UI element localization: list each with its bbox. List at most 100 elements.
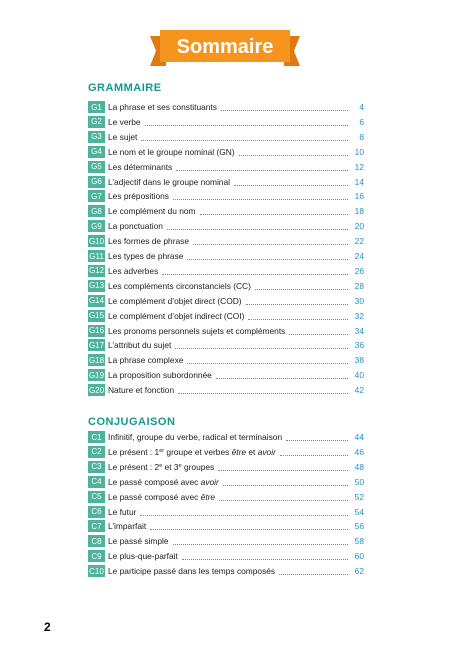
page-ref: 46 xyxy=(354,446,364,457)
leader-dots xyxy=(141,133,348,141)
page-ref: 58 xyxy=(354,536,364,547)
toc-entry: C3 Le présent : 2e et 3e groupes 48 xyxy=(88,460,364,473)
toc-entry: G1 La phrase et ses constituants 4 xyxy=(88,101,364,113)
page-ref: 18 xyxy=(354,206,364,217)
entry-title: Le participe passé dans les temps compos… xyxy=(108,566,276,577)
entry-title: Nature et fonction xyxy=(108,385,175,396)
page-ref: 48 xyxy=(354,461,364,472)
toc-entry: G12 Les adverbes 26 xyxy=(88,264,364,277)
title-part: groupe et verbes xyxy=(164,446,232,457)
code-badge: G9 xyxy=(88,220,105,233)
toc-entry: G13 Les compléments circonstanciels (CC) 2… xyxy=(88,279,364,292)
code-badge: G11 xyxy=(88,250,105,262)
entry-title: La proposition subordonnée xyxy=(108,370,212,381)
entry-title: Le passé simple xyxy=(108,536,169,547)
entry-title: La phrase complexe xyxy=(108,355,184,366)
leader-dots xyxy=(238,148,348,156)
code-badge: G10 xyxy=(88,235,105,248)
leader-dots xyxy=(279,448,348,456)
code-badge: G13 xyxy=(88,279,105,292)
code-badge: C10 xyxy=(88,565,105,578)
code-badge: C6 xyxy=(88,505,105,518)
page-ref: 38 xyxy=(354,355,364,366)
toc-entry: C2 Le présent : 1er groupe et verbes être… xyxy=(88,445,364,458)
toc-entry: G16 Les pronoms personnels sujets et comp… xyxy=(88,324,364,337)
leader-dots xyxy=(215,371,348,380)
code-badge: C8 xyxy=(88,535,105,548)
section-title: CONJUGAISON xyxy=(88,416,176,428)
leader-dots xyxy=(150,522,348,531)
entry-title: Les déterminants xyxy=(108,161,173,172)
title-part: avoir xyxy=(200,476,219,487)
entry-title: Le passé composé avec être xyxy=(108,492,215,502)
toc-entry: G5 Les déterminants 12 xyxy=(88,160,364,173)
leader-dots xyxy=(234,178,348,186)
toc-entry: G14 Le complément d’objet direct (COD) 30 xyxy=(88,294,364,307)
toc-entry: G7 Les prépositions 16 xyxy=(88,190,364,203)
code-badge: G17 xyxy=(88,339,105,352)
title-part: être xyxy=(200,491,216,502)
toc-entry: C6 Le futur 54 xyxy=(88,505,364,518)
code-badge: G2 xyxy=(88,115,105,128)
toc-entry: C1 Infinitif, groupe du verbe, radical et… xyxy=(88,431,364,443)
toc-entry: C7 L’imparfait 56 xyxy=(88,520,364,533)
entry-title: Le complément du nom xyxy=(108,206,196,217)
page-ref: 12 xyxy=(354,161,364,172)
leader-dots xyxy=(175,341,348,350)
toc-entry: G20 Nature et fonction 42 xyxy=(88,384,364,397)
toc-entry: G4 Le nom et le groupe nominal (GN) 10 xyxy=(88,145,364,158)
leader-dots xyxy=(144,118,348,126)
page-ref: 56 xyxy=(354,521,364,532)
leader-dots xyxy=(219,493,348,501)
leader-dots xyxy=(166,222,348,231)
page-ref: 62 xyxy=(354,566,364,577)
toc-entry: G15 Le complément d’objet indirect (COI) 3… xyxy=(88,309,364,322)
page-title: Sommaire xyxy=(177,36,274,58)
page-ref: 54 xyxy=(354,506,364,517)
toc-entry: G10 Les formes de phrase 22 xyxy=(88,235,364,248)
leader-dots xyxy=(162,267,348,275)
page-ref: 20 xyxy=(354,221,364,232)
entry-title: Le futur xyxy=(108,506,137,517)
leader-dots xyxy=(289,327,348,335)
toc-entry: C5 Le passé composé avec être 52 xyxy=(88,490,364,503)
page-ref: 24 xyxy=(354,251,364,261)
code-badge: C4 xyxy=(88,475,105,488)
page-ref: 8 xyxy=(359,131,364,142)
entry-title: La phrase et ses constituants xyxy=(108,102,217,112)
leader-dots xyxy=(181,552,348,561)
entry-title: Le verbe xyxy=(108,116,141,127)
entry-title: L’attribut du sujet xyxy=(108,340,172,351)
code-badge: G16 xyxy=(88,324,105,337)
entry-title: Les formes de phrase xyxy=(108,236,190,247)
entry-title: La ponctuation xyxy=(108,221,163,232)
leader-dots xyxy=(172,537,348,546)
title-part: e xyxy=(178,462,182,469)
leader-dots xyxy=(245,297,348,305)
toc-entry: C9 Le plus-que-parfait 60 xyxy=(88,550,364,563)
code-badge: G6 xyxy=(88,175,105,188)
code-badge: G8 xyxy=(88,205,105,218)
leader-dots xyxy=(220,103,348,111)
leader-dots xyxy=(178,386,348,395)
title-part: groupes xyxy=(181,461,215,472)
page-ref: 30 xyxy=(354,295,364,306)
page-ref: 16 xyxy=(354,191,364,202)
toc-entry: G2 Le verbe 6 xyxy=(88,115,364,128)
code-badge: G4 xyxy=(88,145,105,158)
code-badge: C7 xyxy=(88,520,105,533)
code-badge: C2 xyxy=(88,445,105,458)
page-ref: 28 xyxy=(354,280,364,291)
page-ref: 14 xyxy=(354,176,364,187)
code-badge: G3 xyxy=(88,130,105,143)
code-badge: C3 xyxy=(88,460,105,473)
page-ref: 34 xyxy=(354,325,364,336)
entry-title: L’imparfait xyxy=(108,521,147,532)
leader-dots xyxy=(173,192,348,201)
title-part: et 3 xyxy=(162,461,179,472)
leader-dots xyxy=(199,207,348,216)
toc-entry: G18 La phrase complexe 38 xyxy=(88,354,364,367)
leader-dots xyxy=(279,567,348,576)
title-part: Le passé composé avec xyxy=(108,491,201,502)
page-ref: 44 xyxy=(354,432,364,442)
